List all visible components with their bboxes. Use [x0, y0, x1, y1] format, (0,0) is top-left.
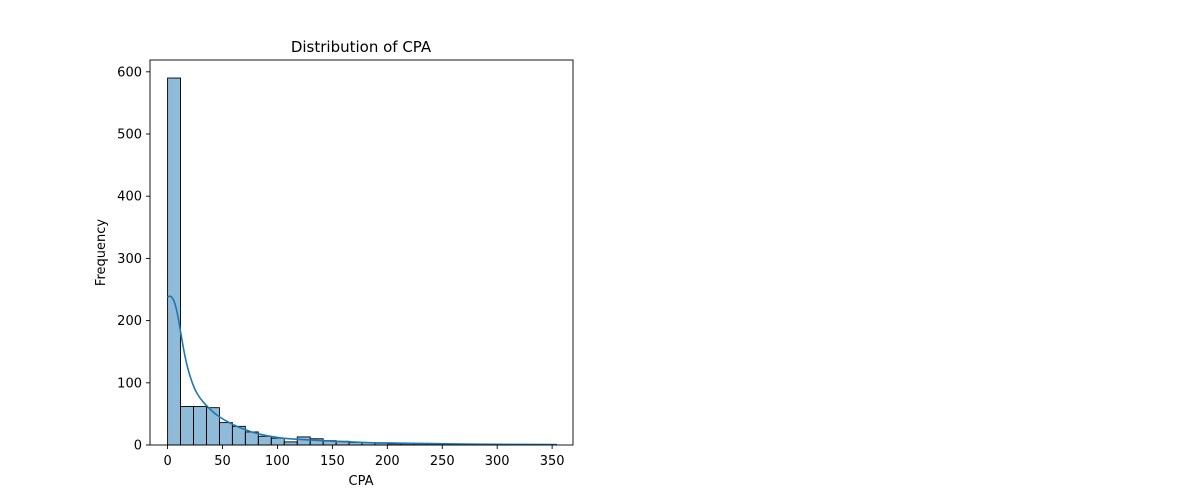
x-tick-label-200: 200: [375, 454, 400, 469]
x-tick-label-100: 100: [265, 454, 290, 469]
y-tick-label-400: 400: [117, 190, 142, 205]
histogram-bars: [167, 77, 557, 446]
y-tick-label-200: 200: [117, 314, 142, 329]
x-tick-label-350: 350: [540, 454, 565, 469]
histogram-bar-0: [167, 77, 181, 446]
y-axis-label: Frequency: [94, 219, 109, 286]
y-axis-ticks: 0 100 200 300 400 500 600: [117, 65, 150, 454]
x-axis-ticks: 0 50 100 150 200 250 300 350: [163, 445, 565, 469]
x-tick-label-0: 0: [163, 454, 171, 469]
histogram-bar-2: [193, 405, 207, 446]
kde-curve: [167, 295, 558, 446]
x-tick-label-250: 250: [430, 454, 455, 469]
x-axis-label: CPA: [349, 474, 374, 489]
histogram-bar-1: [180, 405, 194, 446]
y-tick-label-0: 0: [134, 439, 142, 454]
histogram-bar-9: [283, 441, 298, 446]
histogram-bar-4: [218, 422, 233, 446]
y-tick-label-100: 100: [117, 376, 142, 391]
plot-area-frame: [149, 59, 574, 446]
chart-title: Distribution of CPA: [291, 38, 432, 56]
histogram-bar-10: [296, 436, 311, 446]
y-tick-label-500: 500: [117, 128, 142, 143]
y-tick-label-300: 300: [117, 252, 142, 267]
x-tick-label-150: 150: [320, 454, 345, 469]
histogram-bar-7: [257, 435, 272, 446]
histogram-bar-3: [206, 407, 220, 446]
x-tick-label-300: 300: [485, 454, 510, 469]
y-tick-label-600: 600: [117, 65, 142, 80]
histogram-bar-8: [270, 437, 285, 446]
x-tick-label-50: 50: [214, 454, 231, 469]
